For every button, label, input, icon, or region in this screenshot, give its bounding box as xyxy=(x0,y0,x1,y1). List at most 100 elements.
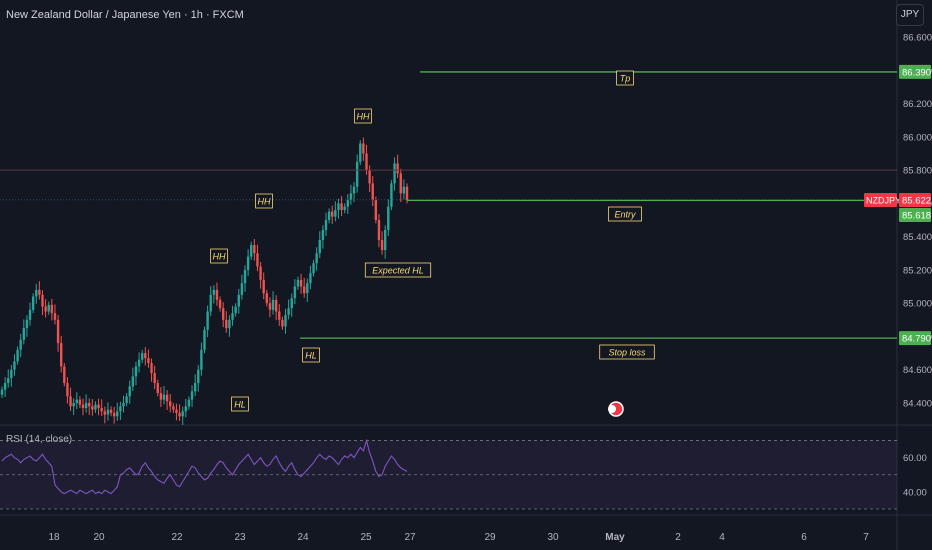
candle-body xyxy=(284,314,287,327)
candle-body xyxy=(106,409,110,415)
candle-body xyxy=(365,153,368,171)
candle xyxy=(399,168,402,203)
candle xyxy=(63,363,66,387)
candle-body xyxy=(19,339,22,350)
candle-body xyxy=(53,313,57,320)
time-tick-label: 6 xyxy=(801,532,807,543)
candle xyxy=(237,288,240,314)
rsi-pane: 60.00 40.00 xyxy=(0,438,927,510)
candle-body xyxy=(47,304,50,312)
candle xyxy=(268,297,272,318)
candle-body xyxy=(162,394,166,400)
candle-body xyxy=(234,306,237,314)
candle-body xyxy=(321,229,325,240)
candle xyxy=(0,386,4,399)
rsi-tick-label: 60.00 xyxy=(903,453,927,464)
candle xyxy=(349,184,353,205)
candle-body xyxy=(278,311,281,320)
candle-body xyxy=(327,211,331,220)
candle-body xyxy=(128,386,131,397)
annotation-box xyxy=(599,344,655,360)
candle-body xyxy=(193,383,197,392)
candle xyxy=(278,304,281,326)
candle-body xyxy=(172,406,175,410)
candle-body xyxy=(78,399,82,405)
symbol-title[interactable]: New Zealand Dollar / Japanese Yen · 1h ·… xyxy=(6,9,244,21)
candle-body xyxy=(371,183,374,201)
annotation-text: HH xyxy=(213,252,226,262)
candle xyxy=(315,247,318,271)
candle xyxy=(178,404,181,421)
candle xyxy=(209,286,212,317)
price-tick-label: 85.400 xyxy=(903,232,932,243)
time-tick-label: 22 xyxy=(171,532,183,543)
candle xyxy=(287,299,290,320)
candle xyxy=(362,137,365,161)
candle xyxy=(125,393,128,407)
candle xyxy=(368,165,371,193)
candle-body xyxy=(0,389,4,395)
annotation-box xyxy=(608,206,642,222)
candle-body xyxy=(178,412,181,417)
candle-body xyxy=(69,396,72,407)
candle xyxy=(25,315,29,337)
time-tick-label: 27 xyxy=(404,532,416,543)
annotation-label: HH xyxy=(255,193,273,209)
candle xyxy=(324,212,328,236)
candle xyxy=(190,385,194,407)
candle-body xyxy=(228,319,231,329)
candle-body xyxy=(153,373,156,384)
candle xyxy=(387,199,390,236)
candle-body xyxy=(140,353,144,360)
candle-body xyxy=(324,220,328,230)
time-tick-label: 18 xyxy=(48,532,60,543)
annotation-label: Tp xyxy=(616,70,634,86)
candle xyxy=(165,390,169,410)
candle xyxy=(10,365,13,387)
candle xyxy=(56,315,60,352)
currency-button[interactable]: JPY xyxy=(896,4,924,26)
annotation-text: HL xyxy=(234,400,246,410)
price-badge-value: 86.390 xyxy=(902,67,931,78)
candle-body xyxy=(109,409,113,413)
candle xyxy=(7,369,10,388)
candle-body xyxy=(243,269,247,284)
candle-body xyxy=(309,273,312,284)
annotation-text: HH xyxy=(258,197,271,207)
candle-body xyxy=(402,186,406,194)
candle xyxy=(88,398,91,415)
rsi-line xyxy=(1,438,408,495)
candle-body xyxy=(296,279,300,287)
candle-body xyxy=(312,263,315,274)
candle xyxy=(97,398,100,416)
candle xyxy=(318,231,321,258)
candle-body xyxy=(63,366,66,384)
candle xyxy=(59,335,63,373)
candles xyxy=(0,137,409,425)
candle xyxy=(299,273,303,294)
candle xyxy=(259,261,262,289)
candle xyxy=(75,392,78,409)
annotation-box xyxy=(302,347,320,363)
candle xyxy=(281,316,284,330)
annotation-text: Stop loss xyxy=(608,348,646,358)
time-tick-label: 20 xyxy=(93,532,105,543)
candle xyxy=(215,282,219,306)
candle-body xyxy=(97,404,100,408)
annotation-box xyxy=(210,248,228,264)
candle xyxy=(47,301,50,315)
time-tick-label: May xyxy=(605,532,625,543)
annotation-text: HL xyxy=(305,351,317,361)
candle-body xyxy=(59,343,63,367)
candle xyxy=(53,304,57,325)
candle-body xyxy=(13,361,16,370)
annotation-box xyxy=(364,262,432,278)
annotation-label: HH xyxy=(210,248,228,264)
candle-body xyxy=(44,306,47,312)
candle-body xyxy=(396,163,399,174)
rsi-label[interactable]: RSI (14, close) xyxy=(6,434,73,445)
candle-body xyxy=(147,358,150,364)
candle-body xyxy=(56,319,60,344)
candle xyxy=(150,358,153,382)
